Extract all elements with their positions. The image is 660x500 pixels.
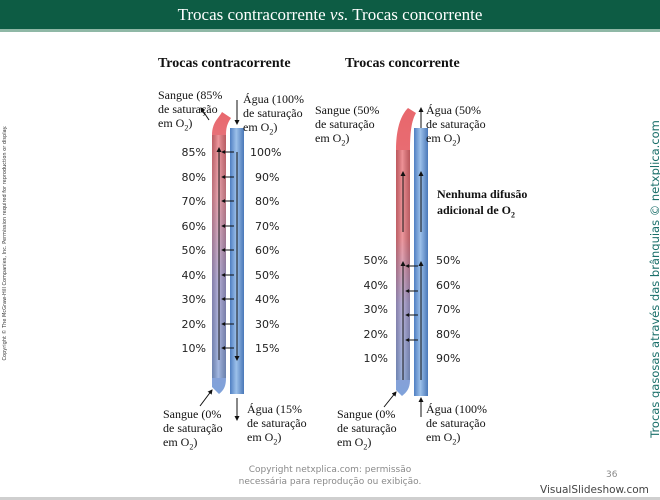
countercurrent-water-value: 70% (255, 220, 280, 233)
countercurrent-blood-value: 50% (181, 244, 206, 257)
countercurrent-blood-value: 80% (181, 171, 206, 184)
concurrent-water-in-label: Água (50% de saturação em O2) (426, 103, 486, 148)
countercurrent-water-value: 40% (255, 293, 280, 306)
countercurrent-title: Trocas contracorrente (158, 56, 291, 71)
countercurrent-water-in-label: Água (100% de saturação em O2) (243, 92, 304, 137)
countercurrent-blood-value: 40% (181, 269, 206, 282)
concurrent-blood-value: 20% (363, 328, 388, 341)
slide-title-left: Trocas contracorrente (177, 5, 330, 24)
slide-title-right: Trocas concorrente (348, 5, 483, 24)
concurrent-water-value: 80% (436, 328, 461, 341)
no-diffusion-note: Nenhuma difusão adicional de O2 (437, 187, 528, 220)
countercurrent-water-value: 90% (255, 171, 280, 184)
countercurrent-water-value: 60% (255, 244, 280, 257)
concurrent-blood-out-label: Sangue (0% de saturação em O2) (337, 407, 397, 452)
countercurrent-water-out-label: Água (15% de saturação em O2) (247, 402, 307, 447)
countercurrent-water-value: 50% (255, 269, 280, 282)
countercurrent-blood-in-label: Sangue (85% de saturação em O2) (158, 88, 223, 133)
countercurrent-blood-value: 60% (181, 220, 206, 233)
concurrent-diagram (383, 107, 428, 417)
header-divider (0, 29, 660, 32)
countercurrent-water-value: 30% (255, 318, 280, 331)
slide-title-vs: vs. (329, 5, 349, 24)
slide-title: Trocas contracorrente vs. Trocas concorr… (0, 0, 660, 29)
countercurrent-blood-value: 20% (181, 318, 206, 331)
footer-copyright: Copyright netxplica.com: permissão necess… (238, 465, 422, 487)
concurrent-blood-value: 30% (363, 303, 388, 316)
concurrent-water-value: 50% (436, 254, 461, 267)
concurrent-blood-value: 50% (363, 254, 388, 267)
concurrent-blood-value: 10% (363, 352, 388, 365)
concurrent-water-value: 70% (436, 303, 461, 316)
countercurrent-blood-value: 70% (181, 195, 206, 208)
countercurrent-diagram (199, 100, 244, 421)
countercurrent-blood-value: 30% (181, 293, 206, 306)
countercurrent-blood-value: 10% (181, 342, 206, 355)
concurrent-title: Trocas concorrente (345, 56, 460, 71)
countercurrent-water-value: 15% (255, 342, 280, 355)
concurrent-water-value: 60% (436, 279, 461, 292)
countercurrent-water-value: 80% (255, 195, 280, 208)
bottom-bar (0, 497, 660, 500)
visualslideshow-brand: VisualSlideshow.com (540, 484, 649, 496)
concurrent-blood-value: 40% (363, 279, 388, 292)
concurrent-blood-in-label: Sangue (50% de saturação em O2) (315, 103, 380, 148)
countercurrent-water-value: 100% (250, 146, 282, 159)
countercurrent-blood-value: 85% (181, 146, 206, 159)
diffusion-arrows-countercurrent (221, 150, 234, 350)
page-number: 36 (606, 470, 618, 480)
countercurrent-blood-out-label: Sangue (0% de saturação em O2) (163, 407, 223, 452)
concurrent-water-value: 90% (436, 352, 461, 365)
diffusion-arrows-concurrent (405, 264, 418, 342)
concurrent-water-out-label: Água (100% de saturação em O2) (426, 402, 487, 447)
